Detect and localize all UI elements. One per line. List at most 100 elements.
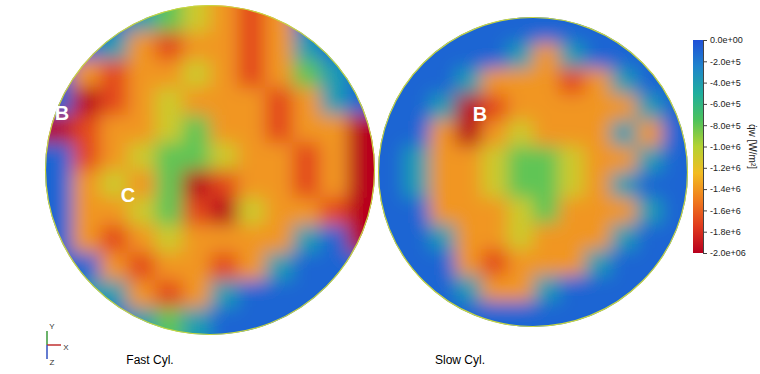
heat-cell xyxy=(481,301,507,349)
tick: -2.0e+06 xyxy=(703,248,746,258)
heat-cell xyxy=(481,69,507,95)
heat-cell xyxy=(430,69,456,95)
heat-cell xyxy=(533,146,559,172)
heat-cell xyxy=(320,0,348,33)
heat-cell xyxy=(611,146,637,172)
heat-cell xyxy=(183,33,211,61)
heat-cell xyxy=(265,60,293,88)
heat-cell xyxy=(585,43,611,69)
panel-title: Slow Cyl. xyxy=(435,353,485,367)
heat-cell xyxy=(636,0,662,43)
heat-cell xyxy=(559,95,585,121)
heat-cell xyxy=(348,33,398,61)
heat-cell xyxy=(611,224,637,250)
heat-cell xyxy=(585,224,611,250)
heat-cell xyxy=(533,275,559,301)
heat-cell xyxy=(356,0,404,43)
heat-cell xyxy=(128,143,156,171)
heat-cell xyxy=(320,225,348,253)
tick-mark xyxy=(703,168,707,169)
triad-label: X xyxy=(63,343,69,352)
tick-label: -1.6e+6 xyxy=(710,206,741,216)
heat-cell xyxy=(293,115,321,143)
heat-cell xyxy=(348,308,398,358)
heat-cell xyxy=(481,224,507,250)
heat-cell xyxy=(356,120,404,146)
heat-cell xyxy=(507,0,533,43)
heat-cell xyxy=(356,250,404,276)
heat-cell xyxy=(585,198,611,224)
heat-cell xyxy=(293,253,321,281)
heat-cell xyxy=(238,115,266,143)
tick: -2.0e+5 xyxy=(703,57,741,67)
heat-cell xyxy=(155,225,183,253)
annotation: B xyxy=(473,103,487,125)
tick-label: -2.0e+06 xyxy=(710,248,746,258)
heat-cell xyxy=(456,43,482,69)
heat-cell xyxy=(73,33,101,61)
tick: -8.0e+5 xyxy=(703,121,741,131)
heat-cell xyxy=(155,33,183,61)
tick-mark xyxy=(703,104,707,105)
tick-label: -4.0e+5 xyxy=(710,78,741,88)
heat-cell xyxy=(210,170,238,198)
tick-mark xyxy=(703,189,707,190)
heat-cell xyxy=(356,301,404,349)
heat-cell xyxy=(636,172,662,198)
heat-cell xyxy=(611,0,637,43)
heat-cell xyxy=(456,224,482,250)
tick: -6.0e+5 xyxy=(703,99,741,109)
heat-cell xyxy=(100,225,128,253)
heat-cell xyxy=(533,95,559,121)
heat-cell xyxy=(507,198,533,224)
heat-cell xyxy=(533,0,559,43)
heat-cell xyxy=(507,43,533,69)
heat-cell xyxy=(293,143,321,171)
heat-cell xyxy=(348,0,398,33)
heat-cell xyxy=(507,275,533,301)
heat-cell xyxy=(611,69,637,95)
heat-cell xyxy=(404,198,430,224)
heat-cell xyxy=(23,0,73,33)
heat-cell xyxy=(611,120,637,146)
heat-cell xyxy=(238,60,266,88)
heat-cell xyxy=(456,198,482,224)
heat-cell xyxy=(404,0,430,43)
heat-cell xyxy=(559,172,585,198)
heat-cell xyxy=(210,253,238,281)
heat-cell xyxy=(456,0,482,43)
heat-cell xyxy=(155,253,183,281)
tick-mark xyxy=(703,147,707,148)
heat-cell xyxy=(404,43,430,69)
heat-cell xyxy=(356,275,404,301)
tick-mark xyxy=(703,61,707,62)
heat-cell xyxy=(356,198,404,224)
heat-cell xyxy=(128,33,156,61)
heat-cell xyxy=(73,143,101,171)
heat-cell xyxy=(507,146,533,172)
heat-cell xyxy=(265,33,293,61)
heat-cell xyxy=(100,115,128,143)
tick-label: -1.8e+6 xyxy=(710,227,741,237)
heat-cell xyxy=(293,308,321,358)
heat-cell xyxy=(559,0,585,43)
heat-cell xyxy=(23,280,73,308)
heat-cell xyxy=(585,120,611,146)
heat-cell xyxy=(533,172,559,198)
heat-cell xyxy=(293,170,321,198)
heat-cell xyxy=(430,146,456,172)
triad-axis xyxy=(46,331,48,345)
heat-cell xyxy=(481,198,507,224)
heat-cell xyxy=(430,301,456,349)
heat-cell xyxy=(430,120,456,146)
heat-cell xyxy=(100,308,128,358)
heat-cell xyxy=(456,69,482,95)
heat-cell xyxy=(73,170,101,198)
heat-cell xyxy=(238,88,266,116)
tick: -1.6e+6 xyxy=(703,206,741,216)
heat-cell xyxy=(320,115,348,143)
heat-cell xyxy=(481,172,507,198)
heat-cell xyxy=(456,250,482,276)
heat-cell xyxy=(662,250,710,276)
colorbar-axis-line xyxy=(704,41,708,254)
